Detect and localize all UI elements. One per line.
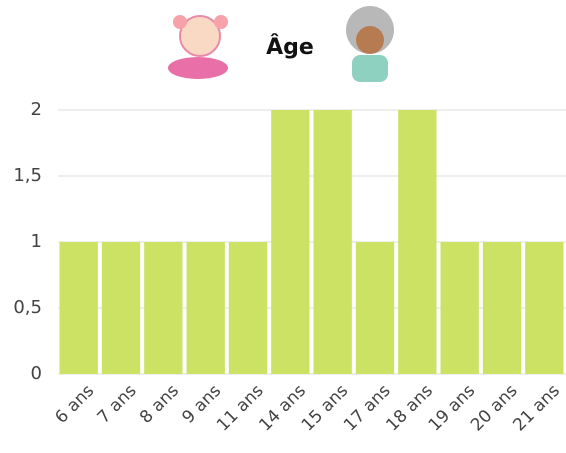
x-tick-label: 8 ans	[136, 381, 183, 428]
x-tick-label: 14 ans	[255, 381, 310, 436]
y-tick-label: 1,5	[13, 165, 42, 186]
bar	[144, 242, 183, 374]
bar	[101, 242, 141, 374]
baby-icon	[168, 15, 228, 79]
bar	[59, 242, 98, 374]
x-tick-label: 11 ans	[213, 381, 268, 436]
bar	[271, 110, 310, 374]
bar	[398, 110, 437, 374]
x-tick-label: 20 ans	[467, 381, 522, 436]
bar	[482, 242, 522, 374]
y-tick-label: 0,5	[13, 297, 42, 318]
grandma-icon	[346, 6, 394, 82]
bar	[355, 242, 395, 374]
x-tick-label: 15 ans	[298, 381, 353, 436]
bar	[313, 110, 352, 374]
x-tick-label: 19 ans	[425, 381, 480, 436]
y-tick-label: 2	[31, 99, 42, 120]
x-tick-label: 18 ans	[382, 381, 437, 436]
x-tick-label: 21 ans	[509, 381, 564, 436]
bar	[228, 242, 268, 374]
bar	[525, 242, 564, 374]
bar	[440, 242, 479, 374]
y-tick-label: 1	[31, 231, 42, 252]
x-tick-label: 7 ans	[94, 381, 141, 428]
bar	[186, 242, 225, 374]
chart-title: Âge	[266, 34, 314, 60]
x-tick-label: 6 ans	[51, 381, 98, 428]
x-tick-label: 17 ans	[340, 381, 395, 436]
y-tick-label: 0	[31, 363, 42, 384]
